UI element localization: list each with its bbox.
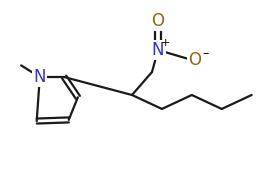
- Text: N: N: [152, 41, 164, 59]
- Text: +: +: [160, 38, 170, 48]
- Text: O: O: [152, 12, 165, 30]
- Text: N: N: [34, 68, 46, 86]
- Text: –: –: [203, 48, 209, 60]
- Text: O: O: [188, 51, 202, 69]
